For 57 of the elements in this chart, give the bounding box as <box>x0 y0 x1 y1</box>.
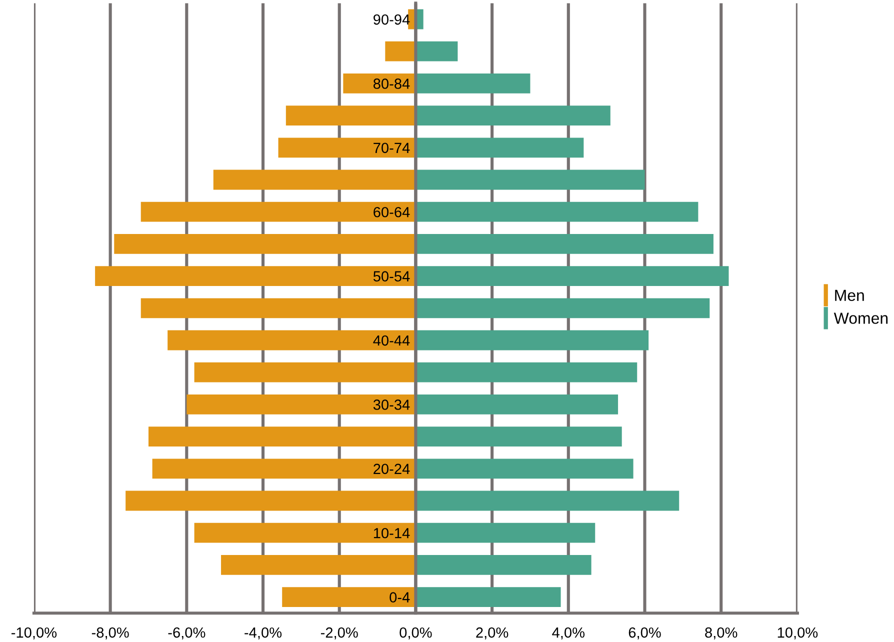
bar <box>186 394 416 414</box>
bar <box>416 41 458 62</box>
y-tick-label: 80-84 <box>373 78 410 89</box>
x-tick-label: 8,0% <box>705 627 738 640</box>
x-tick-label: 2,0% <box>476 627 508 640</box>
bar <box>282 587 416 608</box>
x-tick-label: 10,0% <box>778 627 818 640</box>
bar <box>140 202 416 222</box>
y-tick-label: 70-74 <box>374 142 410 154</box>
bar <box>416 426 622 447</box>
x-tick-label: -10,0% <box>12 627 57 640</box>
bar <box>416 106 610 126</box>
y-tick-label: 30-34 <box>373 400 410 410</box>
y-tick-label: 60-64 <box>374 206 410 218</box>
y-tick-label: 40-44 <box>373 335 410 346</box>
x-tick-label: -2,0% <box>320 627 358 640</box>
bar <box>148 426 416 447</box>
y-tick-label: 0-4 <box>390 592 410 602</box>
bar <box>416 490 680 511</box>
legend-label: Men <box>835 290 864 302</box>
bar <box>213 170 416 190</box>
bar <box>385 41 416 62</box>
bar <box>416 170 645 190</box>
bar <box>114 234 416 254</box>
bar <box>416 138 584 158</box>
y-tick-label: 50-54 <box>373 271 410 282</box>
bar <box>416 298 710 318</box>
bar <box>194 362 416 382</box>
x-tick-label: -8,0% <box>92 627 129 640</box>
bar <box>194 522 416 543</box>
bar <box>416 522 596 543</box>
bar <box>168 330 416 350</box>
bar <box>416 555 592 575</box>
bar <box>152 458 416 479</box>
bar <box>278 138 416 158</box>
bar <box>416 330 649 350</box>
bar <box>286 106 416 126</box>
bar <box>221 555 416 575</box>
y-tick-label: 10-14 <box>374 528 410 538</box>
bar <box>416 202 698 222</box>
bar <box>416 458 634 479</box>
bar <box>140 298 416 318</box>
bar <box>416 394 618 414</box>
x-tick-label: -4,0% <box>244 627 282 640</box>
x-tick-label: 0,0% <box>400 627 432 640</box>
bar <box>416 362 638 382</box>
bar <box>416 234 714 254</box>
bar <box>416 74 530 94</box>
x-tick-label: 4,0% <box>552 627 585 640</box>
x-tick-label: -6,0% <box>168 627 206 640</box>
legend-label: Women <box>834 312 888 324</box>
bar <box>95 266 416 286</box>
bar <box>416 587 561 608</box>
bar <box>416 266 729 286</box>
bar <box>126 490 416 511</box>
y-tick-label: 20-24 <box>374 464 410 474</box>
x-tick-label: 6,0% <box>628 627 661 640</box>
